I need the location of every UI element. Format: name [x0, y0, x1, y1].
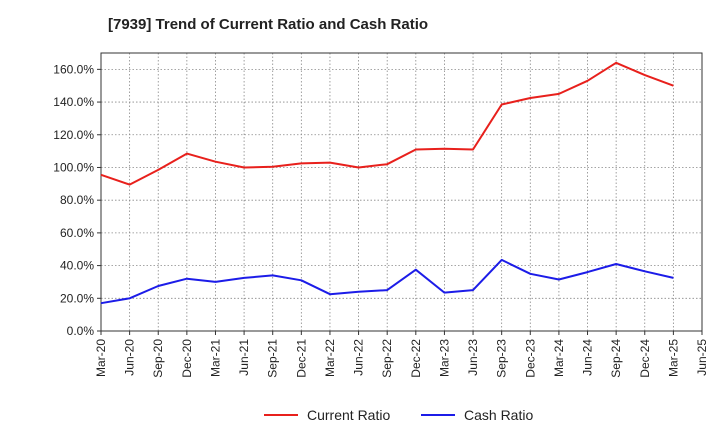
y-tick-label: 100.0%	[53, 160, 94, 174]
series-lines	[100, 61, 674, 305]
x-tick-label: Mar-21	[208, 339, 222, 377]
series-line-cash-ratio	[100, 258, 674, 305]
x-tick-label: Mar-24	[552, 339, 566, 377]
y-tick-label: 20.0%	[60, 291, 94, 305]
y-tick-label: 140.0%	[53, 95, 94, 109]
x-axis: Mar-20 Jun-20 Sep-20 Dec-20 Mar-21 Jun-21 Sep-…	[94, 331, 709, 378]
y-tick-label: 40.0%	[60, 259, 94, 273]
legend: Current Ratio Cash Ratio	[264, 407, 533, 423]
x-tick-label: Sep-21	[266, 339, 280, 378]
x-tick-label: Jun-23	[466, 339, 480, 376]
x-tick-label: Dec-22	[409, 339, 423, 378]
gridlines	[101, 53, 702, 331]
y-tick-label: 80.0%	[60, 193, 94, 207]
x-tick-label: Jun-24	[581, 339, 595, 376]
legend-label-current-ratio: Current Ratio	[307, 407, 390, 423]
y-tick-label: 120.0%	[53, 128, 94, 142]
x-tick-label: Mar-23	[437, 339, 451, 377]
x-tick-label: Jun-20	[123, 339, 137, 376]
x-tick-label: Sep-22	[380, 339, 394, 378]
x-tick-label: Dec-20	[180, 339, 194, 378]
x-tick-label: Sep-20	[151, 339, 165, 378]
y-tick-label: 160.0%	[53, 62, 94, 76]
plot-frame	[100, 52, 703, 332]
x-tick-label: Mar-20	[94, 339, 108, 377]
y-axis: 0.0% 20.0% 40.0% 60.0% 80.0% 100.0% 120.0% 140.…	[53, 62, 101, 338]
x-tick-label: Mar-25	[666, 339, 680, 377]
y-tick-label: 0.0%	[67, 324, 95, 338]
series-line-current-ratio	[100, 61, 674, 186]
x-tick-label: Dec-21	[294, 339, 308, 378]
chart-title: [7939] Trend of Current Ratio and Cash R…	[108, 16, 429, 33]
x-tick-label: Dec-24	[638, 339, 652, 378]
x-tick-label: Sep-24	[609, 339, 623, 378]
x-tick-label: Dec-23	[523, 339, 537, 378]
x-tick-label: Mar-22	[323, 339, 337, 377]
x-tick-label: Jun-22	[352, 339, 366, 376]
x-tick-label: Sep-23	[495, 339, 509, 378]
x-tick-label: Jun-25	[695, 339, 709, 376]
legend-label-cash-ratio: Cash Ratio	[464, 407, 533, 423]
x-tick-label: Jun-21	[237, 339, 251, 376]
y-tick-label: 60.0%	[60, 226, 94, 240]
